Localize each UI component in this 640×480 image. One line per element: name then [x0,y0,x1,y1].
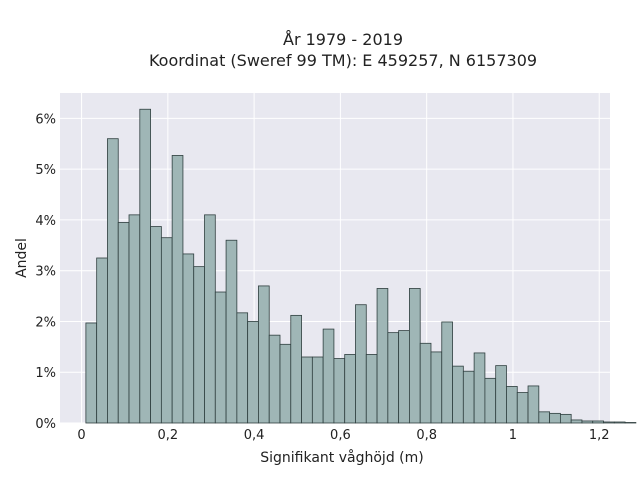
histogram-bar [506,386,518,424]
histogram-bar [139,108,151,424]
histogram-bar [516,392,529,424]
y-tick-label: 4% [35,214,56,229]
x-tick-label: 0,2 [157,428,178,443]
chart-subtitle: Koordinat (Sweref 99 TM): E 459257, N 61… [149,51,537,70]
histogram-bar [279,343,292,424]
histogram-bar [462,370,475,424]
histogram-bar [603,421,615,424]
x-axis-label: Signifikant våghöjd (m) [260,449,423,466]
y-tick-label: 2% [35,315,56,330]
histogram-bar [96,257,108,424]
y-tick-label: 6% [35,112,56,127]
histogram-bar [171,155,184,424]
x-tick-label: 0,4 [244,428,265,443]
y-tick-label: 0% [35,417,56,432]
x-tick-label: 0 [77,428,85,443]
histogram-bar [85,322,98,424]
chart-title: År 1979 - 2019 [283,30,403,49]
histogram-bar [301,356,313,424]
histogram-bar [549,412,561,424]
histogram-bar [495,365,507,424]
histogram-bar [311,356,324,424]
histogram-bar [182,253,195,424]
histogram-bar [387,332,400,424]
y-tick-label: 5% [35,163,56,178]
histogram-bar [613,421,626,424]
histogram-bar [193,266,205,424]
y-tick-label: 1% [35,366,56,381]
bar-series [85,108,637,424]
histogram-bar [527,385,540,424]
histogram-bar [236,312,249,424]
histogram-bar [398,330,410,424]
histogram-bar [570,419,583,424]
histogram-bar [225,239,238,424]
histogram-bar [204,214,216,424]
histogram-bar [355,304,367,424]
histogram-bar [333,358,346,424]
histogram-bar [419,342,432,424]
histogram-bar [268,334,281,424]
histogram-bar [452,365,464,424]
histogram-bar [290,314,302,424]
histogram-bar [538,411,551,424]
x-axis-ticks: 0 0,2 0,4 0,6 0,8 1 1,2 [77,428,609,443]
histogram-bar [160,237,173,424]
histogram-bar [473,352,486,424]
histogram-bar [247,321,259,424]
histogram-bar [107,138,119,424]
histogram-bar [128,214,141,424]
histogram-bar [117,222,130,424]
y-tick-label: 3% [35,265,56,280]
x-tick-label: 1,2 [589,428,610,443]
x-tick-label: 0,6 [330,428,351,443]
histogram-bar [322,328,335,424]
histogram-bar [344,354,356,424]
x-tick-label: 0,8 [416,428,437,443]
histogram-bar [559,413,572,424]
histogram-bar [592,420,604,424]
histogram-bar [150,226,162,424]
histogram-bar [581,420,594,424]
histogram-bar [624,422,637,424]
histogram-bar [484,377,497,424]
y-axis-label: Andel [14,238,30,278]
x-tick-label: 1 [509,428,517,443]
histogram-bar [214,291,227,424]
y-axis-ticks: 0% 1% 2% 3% 4% 5% 6% [35,112,56,432]
histogram-bar [409,288,421,424]
histogram-bar [441,321,453,424]
histogram-bar [376,288,389,424]
histogram-bar [365,354,378,424]
histogram-bar [430,351,443,424]
histogram-bar [258,285,270,424]
